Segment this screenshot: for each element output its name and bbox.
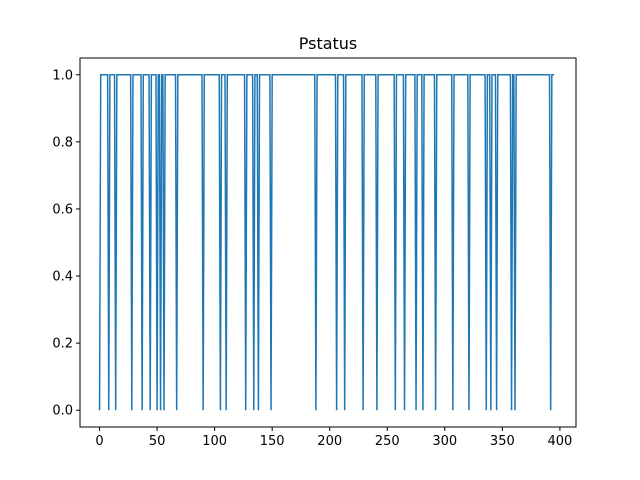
x-tick-label: 100 [202,434,227,449]
plot-area [98,74,555,411]
axes-frame [79,57,577,428]
y-tick-label: 1.0 [52,68,73,83]
x-tick-label: 300 [432,434,457,449]
x-tick-label: 400 [547,434,572,449]
y-axis: 0.0 0.2 0.4 0.6 0.8 1.0 [52,68,80,419]
x-tick-label: 200 [317,434,342,449]
y-tick-label: 0.2 [52,337,73,352]
series-line-pstatus [98,74,555,411]
chart-title: Pstatus [299,34,358,53]
x-axis: 0 50 100 150 200 250 300 350 400 [95,427,572,449]
x-tick-label: 150 [260,434,285,449]
y-tick-label: 0.0 [52,404,73,419]
y-tick-label: 0.6 [52,202,73,217]
x-tick-label: 250 [375,434,400,449]
x-tick-label: 0 [95,434,103,449]
y-tick-label: 0.8 [52,135,73,150]
y-tick-label: 0.4 [52,270,73,285]
x-tick-label: 350 [490,434,515,449]
x-tick-label: 50 [149,434,166,449]
